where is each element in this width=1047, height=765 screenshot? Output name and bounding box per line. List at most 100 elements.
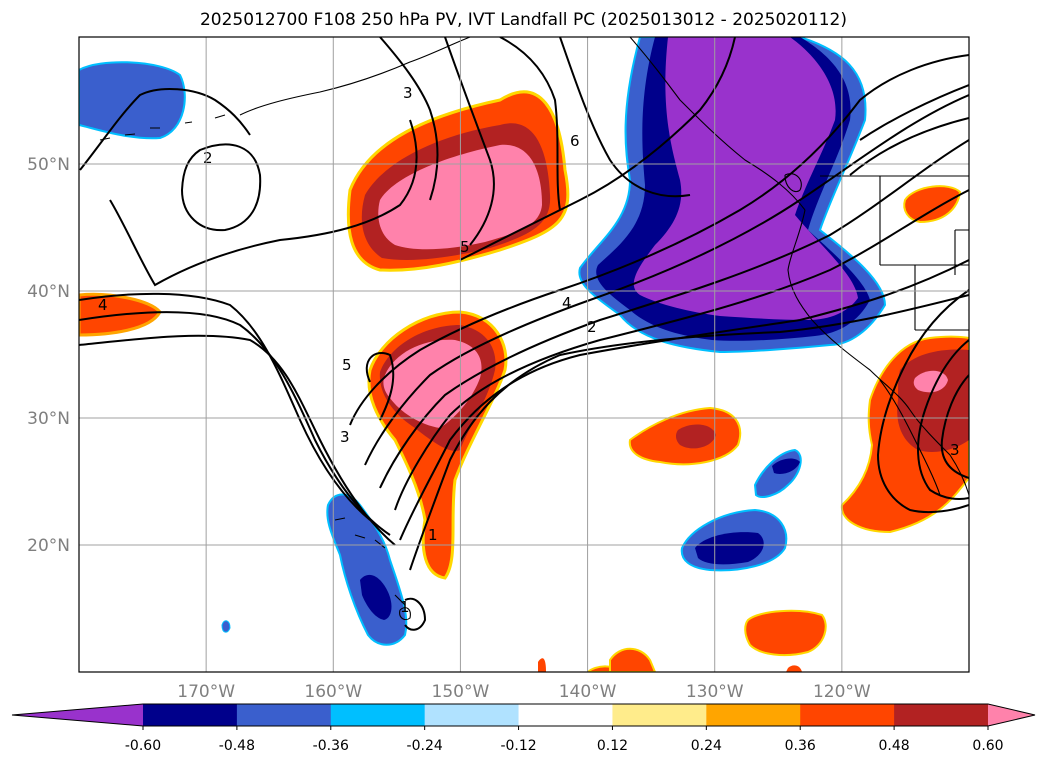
- pos-anomaly-far-ne: [903, 185, 962, 224]
- contour-b: [409, 294, 969, 571]
- contour-label: 1: [400, 598, 410, 616]
- colorbar-tick-label: -0.36: [313, 738, 349, 754]
- contour-l: [379, 37, 439, 201]
- pos-anomaly-bottom-2: [609, 647, 657, 672]
- contour-f: [364, 94, 969, 466]
- neg-anomaly-small: [221, 620, 231, 633]
- lon-tick-label: 160°W: [304, 682, 362, 702]
- figure-title: 2025012700 F108 250 hPa PV, IVT Landfall…: [199, 10, 847, 30]
- colorbar-tick-label: 0.24: [691, 738, 722, 754]
- contour-i: [499, 37, 561, 211]
- pos-anomaly-mid-east-strong: [675, 424, 716, 449]
- alaska-panhandle: [629, 37, 806, 211]
- lat-tick-label: 30°N: [27, 409, 70, 429]
- contour-k: [444, 37, 495, 246]
- colorbar-tick-label: -0.60: [125, 738, 161, 754]
- contour-label: 6: [570, 132, 580, 150]
- colorbar-swatch: [800, 704, 895, 726]
- colorbar-extend-min: [12, 704, 143, 726]
- lon-tick-label: 140°W: [559, 682, 617, 702]
- neg-anomaly-hawaii-strong: [360, 574, 392, 620]
- lat-labels: 20°N 30°N 40°N 50°N: [27, 155, 70, 556]
- colorbar: [11, 703, 1036, 730]
- lon-tick-label: 130°W: [686, 682, 744, 702]
- contour-label: 2: [203, 149, 213, 167]
- bc-coast: [787, 209, 813, 321]
- map-frame: [78, 36, 970, 673]
- vancouver-island: [784, 173, 802, 193]
- coastlines: [99, 37, 969, 621]
- contour-3: [79, 334, 396, 546]
- contour-label: 1: [428, 526, 438, 544]
- pos-anomaly-bottom-4: [786, 665, 802, 672]
- contour-a: [365, 352, 395, 421]
- colorbar-swatch: [518, 704, 613, 726]
- map-area: 2 3 4 5 6 1 1 2 3 4 5 3: [79, 37, 969, 672]
- state-borders: [879, 176, 969, 331]
- contour-south-1: [404, 597, 427, 631]
- colorbar-swatch: [424, 704, 520, 726]
- contour-ne-1: [859, 84, 969, 141]
- colorbar-swatch: [706, 704, 801, 726]
- lat-tick-label: 50°N: [27, 155, 70, 175]
- gridlines: [79, 37, 969, 672]
- colorbar-swatch: [143, 704, 238, 726]
- contour-label: 4: [562, 294, 572, 312]
- contour-c: [399, 259, 969, 541]
- contour-se-2: [917, 339, 969, 500]
- contour-label: 3: [340, 428, 350, 446]
- colorbar-tick-label: 0.36: [785, 738, 816, 754]
- contour-h: [459, 37, 736, 261]
- contour-g: [349, 54, 969, 426]
- lat-tick-label: 20°N: [27, 536, 70, 556]
- colorbar-tick-label: -0.12: [500, 738, 536, 754]
- pc-fill-layer: [79, 37, 969, 672]
- contour-outer-west: [79, 88, 251, 171]
- neg-anomaly-nw: [79, 61, 186, 140]
- contour-label-layer: 2 3 4 5 6 1 1 2 3 4 5 3: [98, 84, 960, 616]
- hawaii-islands: [334, 517, 411, 621]
- contour-2-ring: [180, 143, 262, 232]
- colorbar-tick-label: 0.12: [597, 738, 628, 754]
- pos-anomaly-central-extreme: [383, 339, 482, 428]
- colorbar-labels: -0.60 -0.48 -0.36 -0.24 -0.12 0.12 0.24 0.36 0.4…: [125, 738, 1004, 754]
- contour-se-3: [940, 374, 969, 479]
- colorbar-extend-max: [988, 704, 1035, 726]
- lon-tick-label: 170°W: [177, 682, 235, 702]
- contour-4: [79, 311, 391, 536]
- contour-lines: [79, 37, 969, 631]
- contour-label: 2: [587, 318, 597, 336]
- colorbar-tick-label: 0.48: [879, 738, 910, 754]
- contour-ne-2: [849, 117, 969, 176]
- aleutian-islands: [99, 114, 226, 141]
- lat-tick-label: 40°N: [27, 282, 70, 302]
- contour-west-loop: [109, 119, 418, 287]
- neg-anomaly-south-center-east-strong: [772, 458, 800, 474]
- pos-anomaly-se-strong: [897, 349, 969, 452]
- contour-label: 3: [403, 84, 413, 102]
- contour-se-1: [876, 289, 969, 514]
- colorbar-swatch: [612, 704, 707, 726]
- lon-tick-label: 120°W: [813, 682, 871, 702]
- colorbar-tick-label: -0.48: [219, 738, 255, 754]
- contour-label: 3: [950, 441, 960, 459]
- pos-anomaly-bottom-3: [538, 658, 546, 672]
- colorbar-swatch: [894, 704, 989, 726]
- contour-label: 5: [342, 356, 352, 374]
- colorbar-tick-label: -0.24: [407, 738, 443, 754]
- contour-5: [79, 292, 371, 521]
- alaska-coast: [239, 37, 471, 116]
- contour-label: 4: [98, 296, 108, 314]
- contour-e: [379, 139, 969, 489]
- us-west-coast: [811, 319, 969, 496]
- colorbar-swatch: [330, 704, 426, 726]
- lon-labels: 170°W 160°W 150°W 140°W 130°W 120°W: [177, 682, 871, 702]
- colorbar-tick-label: 0.60: [972, 738, 1003, 754]
- colorbar-swatch: [236, 704, 332, 726]
- contour-label: 5: [460, 238, 470, 256]
- contour-j: [559, 37, 691, 198]
- lon-tick-label: 150°W: [432, 682, 490, 702]
- neg-anomaly-south-center-strong: [695, 532, 764, 565]
- pos-anomaly-south: [744, 609, 827, 657]
